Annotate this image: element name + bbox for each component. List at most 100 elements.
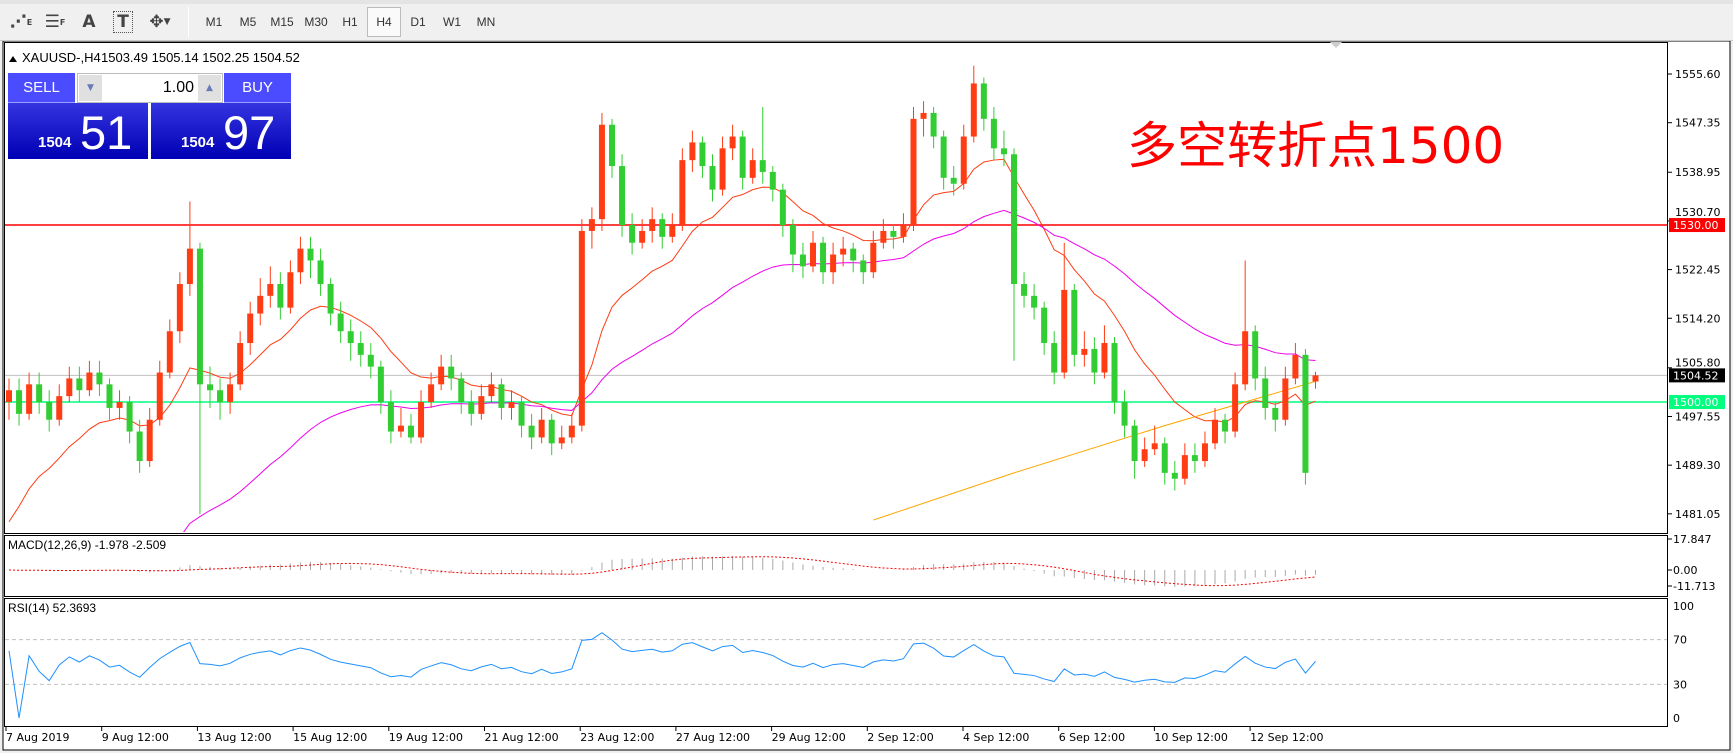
current-price-tag (1669, 368, 1725, 383)
timeframe-mn[interactable]: MN (476, 15, 496, 29)
candle (1011, 148, 1017, 361)
candle-body (267, 284, 274, 296)
candle (669, 213, 676, 243)
candle-body (689, 142, 696, 161)
candle (36, 372, 43, 414)
time-tick: 19 Aug 12:00 (389, 731, 463, 744)
candle-body (196, 248, 203, 385)
candle (1161, 437, 1168, 485)
sell-button[interactable]: SELL (8, 73, 75, 103)
candle (347, 319, 354, 361)
candle-body (408, 425, 414, 438)
candle (408, 413, 414, 444)
timeframe-d1[interactable]: D1 (410, 15, 426, 29)
timeframe-h1[interactable]: H1 (342, 15, 358, 29)
candle (799, 242, 806, 279)
timeframe-m1[interactable]: M1 (205, 15, 223, 29)
candle-body (287, 272, 294, 308)
candle (619, 154, 626, 237)
candle (1272, 402, 1279, 432)
candle-body (1272, 407, 1279, 420)
text-icon[interactable]: A (82, 12, 96, 32)
price-tick: 1547.35 (1675, 117, 1721, 130)
candle-body (1011, 154, 1017, 285)
candle-body (1041, 307, 1048, 344)
candle (1101, 325, 1108, 379)
candle-body (46, 402, 53, 420)
candle-body (639, 230, 646, 243)
candle (16, 378, 23, 426)
candle-body (146, 419, 153, 462)
timeframe-m15[interactable]: M15 (270, 15, 294, 29)
candle-body (478, 396, 485, 414)
buy-price[interactable]: 1504 97 (151, 103, 291, 159)
candle (629, 213, 636, 255)
candle (699, 136, 706, 178)
sell-price-big-figure: 1504 (38, 134, 72, 151)
candle (116, 390, 123, 420)
candle-body (56, 396, 63, 420)
candle (739, 130, 746, 190)
rsi-line (8, 632, 1316, 719)
current-price-label: 1504.52 (1673, 369, 1719, 382)
candle-body (176, 284, 183, 332)
candle-body (830, 254, 837, 273)
candle (749, 148, 756, 184)
buy-button[interactable]: BUY (224, 73, 291, 103)
text-label-icon[interactable]: T (106, 7, 140, 37)
candle-body (36, 384, 43, 403)
candle (46, 390, 53, 432)
sell-price[interactable]: 1504 51 (8, 103, 148, 159)
fibonacci-fan-icon[interactable]: ⋰ E (9, 12, 33, 32)
candle (1081, 331, 1088, 367)
candle-body (76, 378, 83, 391)
timeframe-m5[interactable]: M5 (239, 15, 257, 29)
buy-price-big-figure: 1504 (181, 134, 215, 151)
candle (76, 366, 83, 403)
candle-body (619, 166, 626, 226)
time-tick: 6 Sep 12:00 (1059, 731, 1125, 744)
macd-panel (4, 535, 1668, 597)
candle-body (588, 219, 595, 231)
collapse-triangle-icon[interactable] (9, 56, 17, 62)
candle-body (990, 118, 997, 149)
candle (719, 136, 726, 196)
candle (689, 130, 696, 172)
candle-body (1232, 384, 1239, 432)
rsi-tick: 0 (1673, 712, 1680, 725)
candle (86, 360, 93, 397)
candle (176, 272, 183, 344)
candle (709, 154, 716, 202)
candle-body (799, 254, 806, 267)
macd-label: MACD(12,26,9) -1.978 -2.509 (8, 538, 166, 552)
arrows-icon[interactable]: ✥ ▼ (149, 12, 171, 32)
candle-body (1171, 472, 1178, 479)
candle-body (1222, 419, 1229, 432)
candle (779, 183, 786, 237)
candle-body (227, 384, 234, 403)
candle-body (1051, 343, 1058, 373)
chart-shift-marker[interactable] (1330, 42, 1342, 48)
time-tick: 13 Aug 12:00 (197, 731, 271, 744)
fibonacci-lines-icon[interactable]: ☰ F (44, 12, 66, 32)
candle (940, 130, 947, 190)
timeframe-w1[interactable]: W1 (443, 15, 461, 29)
candle-body (116, 402, 123, 408)
candle (1141, 437, 1148, 467)
candle-body (538, 419, 545, 438)
candle-body (1081, 348, 1088, 355)
volume-stepper[interactable]: ▼ 1.00 ▲ (77, 73, 223, 103)
candle (639, 219, 646, 249)
timeframe-h4[interactable]: H4 (367, 7, 401, 37)
candle-body (900, 225, 907, 237)
volume-input[interactable]: 1.00 (162, 79, 194, 96)
candle (468, 390, 475, 426)
candle-body (709, 166, 716, 190)
price-tick: 1514.20 (1675, 312, 1721, 325)
timeframe-m30[interactable]: M30 (304, 15, 328, 29)
volume-down-icon[interactable]: ▼ (79, 75, 102, 101)
candle (950, 166, 957, 196)
volume-up-icon[interactable]: ▲ (198, 75, 221, 101)
candle-body (759, 160, 766, 172)
candle-body (247, 313, 254, 344)
